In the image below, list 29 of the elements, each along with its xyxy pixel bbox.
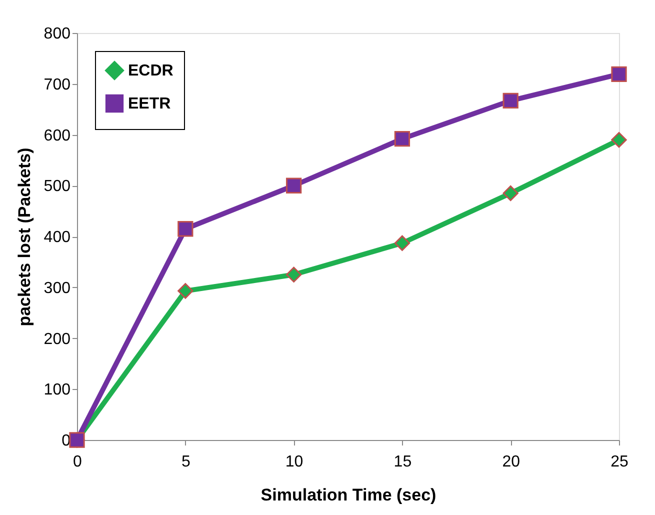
legend-label: EETR — [128, 96, 172, 112]
x-tick-label: 5 — [181, 454, 190, 470]
y-tick-label: 300 — [44, 280, 71, 297]
x-tick-label: 20 — [502, 454, 520, 470]
point — [178, 283, 194, 299]
y-tick-label: 400 — [44, 229, 71, 246]
y-tick-label: 600 — [44, 127, 71, 144]
point — [286, 178, 302, 194]
y-tick-label: 100 — [44, 382, 71, 399]
y-tick-label: 200 — [44, 330, 71, 348]
y-axis-title: packets lost (Packets) — [14, 148, 34, 326]
point — [394, 131, 410, 147]
point — [178, 221, 194, 237]
x-tick-label: 10 — [285, 454, 304, 470]
x-tick-label: 0 — [73, 454, 82, 470]
x-tick-label: 25 — [610, 454, 628, 470]
point — [611, 66, 627, 82]
y-tick-label: 0 — [62, 432, 71, 450]
point — [394, 235, 410, 251]
x-axis-title: Simulation Time (sec) — [260, 486, 436, 504]
point — [502, 185, 518, 202]
y-tick-label: 700 — [44, 76, 71, 94]
point — [286, 266, 302, 282]
x-tick-label: 15 — [394, 454, 412, 470]
point — [502, 92, 518, 108]
y-tick-label: 500 — [44, 178, 71, 196]
point — [611, 132, 627, 148]
legend-label: ECDR — [128, 62, 174, 80]
y-tick-label: 800 — [44, 26, 71, 42]
